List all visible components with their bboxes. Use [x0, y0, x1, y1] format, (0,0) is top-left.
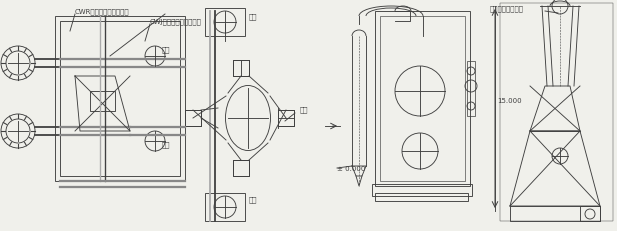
Bar	[233, 60, 249, 76]
Text: 水泵: 水泵	[162, 46, 170, 53]
Bar	[185, 110, 201, 126]
Bar	[500, 3, 613, 221]
Bar	[372, 184, 472, 196]
Bar	[375, 11, 470, 186]
Bar	[580, 206, 600, 221]
Bar	[205, 193, 245, 221]
Text: 排气口标高接围标: 排气口标高接围标	[490, 5, 524, 12]
Text: CWJ型不锈钢硅烷净化篦: CWJ型不锈钢硅烷净化篦	[150, 18, 202, 25]
Bar	[233, 60, 249, 76]
Bar	[467, 61, 475, 116]
Text: 15.000: 15.000	[497, 98, 521, 104]
Text: 风机: 风机	[249, 196, 257, 203]
Text: ± 0.000: ± 0.000	[337, 166, 365, 172]
Bar	[278, 110, 294, 126]
Bar	[380, 16, 465, 181]
Bar	[185, 110, 201, 126]
Bar	[60, 21, 180, 176]
Text: 水泵: 水泵	[162, 141, 170, 148]
Bar	[90, 91, 115, 111]
Bar	[55, 16, 185, 181]
Bar	[510, 206, 600, 221]
Bar	[278, 110, 294, 126]
Bar	[205, 8, 245, 36]
Text: CWR型不锈钢硅烷燃烧篦: CWR型不锈钢硅烷燃烧篦	[75, 8, 130, 15]
Bar	[375, 193, 468, 201]
Bar	[233, 160, 249, 176]
Text: 风机: 风机	[249, 13, 257, 20]
Text: 钢架: 钢架	[300, 106, 308, 112]
Bar	[233, 160, 249, 176]
